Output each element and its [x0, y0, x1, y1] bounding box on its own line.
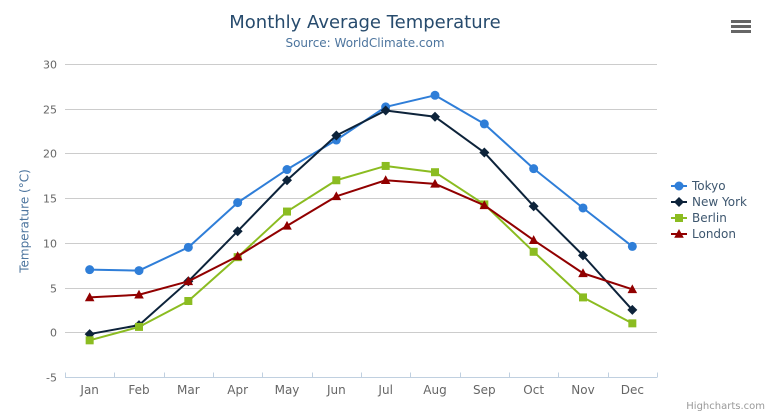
series-new-york-line [88, 109, 634, 336]
square-marker [628, 319, 637, 328]
diamond-marker [232, 226, 243, 237]
circle-marker [233, 198, 243, 208]
chart-title: Monthly Average Temperature [229, 12, 501, 33]
legend-label-berlin: Berlin [692, 211, 727, 225]
triangle-marker [331, 191, 342, 201]
series-tokyo-line [88, 94, 634, 272]
diamond-marker [430, 111, 440, 122]
legend-marker-tokyo [671, 181, 687, 191]
x-axis-label: Mar [177, 383, 200, 397]
square-marker [431, 168, 439, 177]
circle-marker [674, 181, 684, 191]
square-marker [283, 207, 291, 216]
triangle-marker [183, 276, 194, 286]
x-axis-label: Aug [423, 383, 446, 397]
circle-marker [627, 241, 637, 251]
y-axis-title: Temperature (°C) [17, 169, 32, 273]
circle-marker [479, 119, 489, 129]
diamond-marker [282, 175, 292, 186]
x-axis-label: Feb [128, 383, 149, 397]
diamond-marker [674, 197, 684, 207]
square-marker [529, 247, 538, 256]
square-marker [381, 161, 390, 170]
legend: Tokyo New York Berlin London [671, 178, 747, 242]
legend-marker-new-york [671, 197, 687, 207]
triangle-marker [232, 251, 243, 261]
y-axis-label: 30 [43, 59, 57, 72]
square-marker [675, 214, 683, 222]
series-tokyo[interactable] [85, 90, 637, 276]
square-marker [332, 176, 341, 185]
circle-marker [282, 165, 292, 175]
triangle-marker [674, 229, 684, 238]
y-axis-label: 20 [43, 148, 57, 161]
series-berlin-line [88, 164, 634, 342]
circle-marker [183, 242, 193, 252]
series-new-york[interactable] [84, 105, 638, 340]
triangle-marker [84, 292, 95, 302]
triangle-marker [282, 220, 292, 230]
diamond-marker [578, 250, 588, 261]
triangle-marker [479, 200, 490, 210]
x-axis-label: Apr [227, 383, 248, 397]
series-london[interactable] [84, 175, 638, 302]
x-axis-label: Oct [523, 383, 544, 397]
y-axis-label: 15 [43, 193, 57, 206]
square-marker [135, 322, 143, 331]
x-axis-label: Nov [571, 383, 594, 397]
y-axis-label: 10 [43, 238, 57, 251]
export-menu-button[interactable] [728, 16, 754, 38]
circle-marker [578, 203, 588, 213]
y-axis-label: -5 [46, 372, 57, 385]
x-axis-label: Sep [473, 383, 496, 397]
x-axis-label: Jan [79, 383, 99, 397]
diamond-marker [479, 147, 490, 158]
legend-marker-berlin [671, 214, 687, 222]
legend-label-london: London [692, 227, 736, 241]
square-marker [579, 293, 587, 302]
circle-marker [430, 90, 440, 100]
credits-link[interactable]: Highcharts.com [686, 401, 765, 412]
chart-subtitle: Source: WorldClimate.com [285, 36, 445, 50]
diamond-marker [331, 130, 342, 141]
triangle-marker [528, 235, 539, 244]
triangle-marker [134, 289, 144, 299]
y-axis-label: 5 [50, 283, 57, 296]
circle-marker [134, 266, 144, 276]
triangle-marker [627, 284, 638, 294]
x-axis-label: Dec [621, 383, 644, 397]
x-axis-label: May [275, 383, 300, 397]
y-axis-label: 0 [50, 327, 57, 340]
square-marker [184, 296, 193, 305]
x-axis-label: Jun [326, 383, 346, 397]
circle-marker [529, 164, 539, 174]
legend-item-london[interactable]: London [671, 226, 747, 242]
circle-marker [85, 265, 95, 275]
series-london-line [88, 179, 634, 299]
diamond-marker [627, 304, 638, 315]
legend-item-new-york[interactable]: New York [671, 194, 747, 210]
hamburger-icon [731, 19, 751, 33]
y-axis-label: 25 [43, 104, 57, 117]
triangle-marker [430, 178, 440, 188]
legend-label-tokyo: Tokyo [692, 179, 726, 193]
triangle-marker [578, 268, 588, 278]
legend-marker-london [671, 229, 687, 238]
x-axis-label: Jul [377, 383, 392, 397]
legend-item-berlin[interactable]: Berlin [671, 210, 747, 226]
square-marker [85, 336, 94, 345]
legend-label-new-york: New York [692, 195, 747, 209]
diamond-marker [380, 105, 391, 116]
diamond-marker [528, 201, 539, 212]
legend-item-tokyo[interactable]: Tokyo [671, 178, 747, 194]
triangle-marker [380, 175, 391, 185]
